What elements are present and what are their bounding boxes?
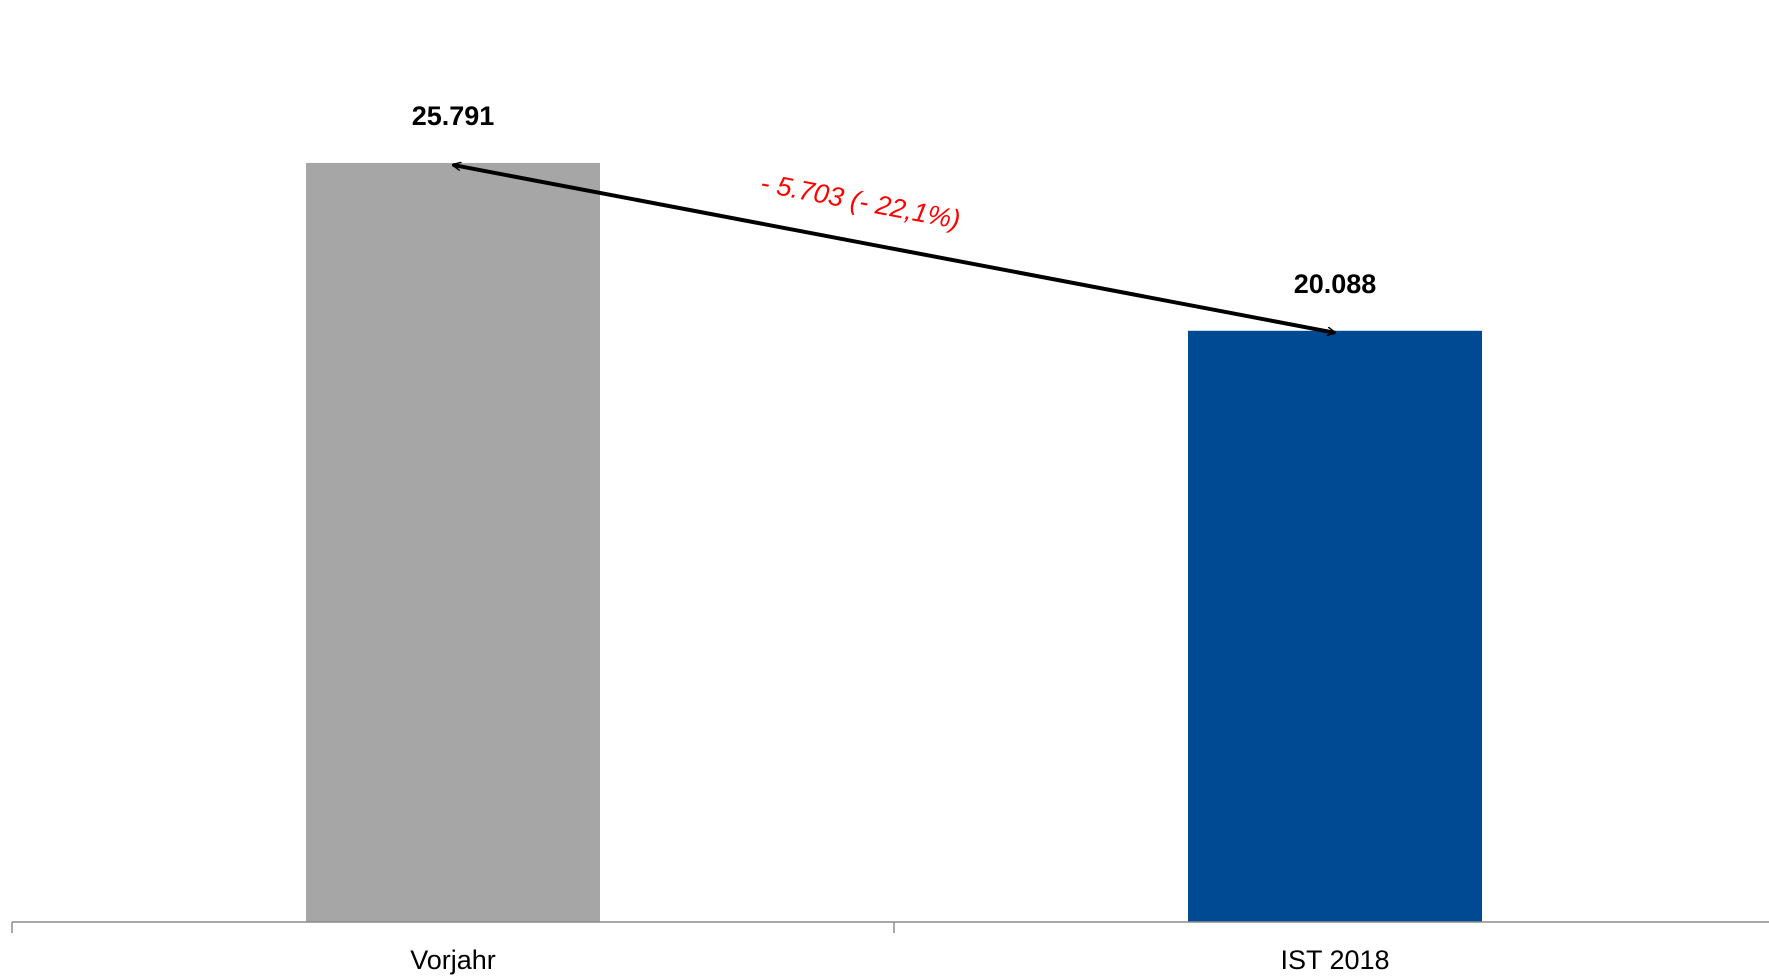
category-labels-group: Vorjahr IST 2018 (410, 945, 1389, 975)
delta-arrow (453, 165, 1335, 333)
x-tick-label: IST 2018 (1280, 945, 1389, 975)
x-axis-ticks (11, 922, 895, 933)
bar-vorjahr (306, 162, 600, 922)
x-tick-label: Vorjahr (410, 945, 496, 975)
data-label: 25.791 (412, 101, 495, 131)
delta-annotation: - 5.703 (- 22,1%) (758, 168, 963, 235)
bar-ist-2018 (1188, 330, 1482, 922)
data-label: 20.088 (1294, 269, 1377, 299)
